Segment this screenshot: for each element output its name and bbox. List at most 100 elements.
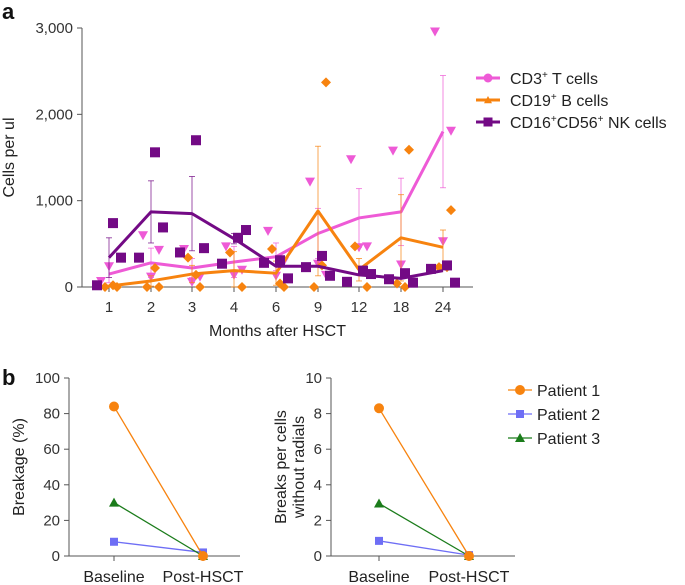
data-point <box>237 282 247 292</box>
y-tick-label: 0 <box>314 548 322 565</box>
data-point <box>108 218 118 229</box>
data-point <box>346 155 356 165</box>
y-tick-label: 60 <box>43 441 60 458</box>
y-tick-label: 6 <box>314 441 322 458</box>
data-point <box>400 282 410 292</box>
x-tick-label: 12 <box>351 299 368 316</box>
y-axis-title: Breaks per cells <box>273 410 290 524</box>
series-line <box>378 407 470 557</box>
y-axis-title: Breakage (%) <box>11 418 28 516</box>
data-point <box>154 245 164 255</box>
y-axis-title: without radials <box>291 416 308 519</box>
x-tick-label: 18 <box>393 299 410 316</box>
data-point <box>384 274 394 285</box>
legend-marker <box>483 73 493 83</box>
y-tick-label: 2,000 <box>35 106 73 123</box>
y-tick-label: 1,000 <box>35 193 73 210</box>
data-point <box>183 252 193 263</box>
legend-label: CD19+ B cells <box>510 92 608 110</box>
data-point <box>362 242 372 252</box>
legend-label: Patient 1 <box>537 383 600 400</box>
data-point <box>408 277 418 288</box>
y-tick-label: 100 <box>35 370 60 387</box>
data-point <box>110 537 118 546</box>
legend-label: Patient 3 <box>537 431 600 448</box>
series-line <box>107 210 444 280</box>
data-point <box>138 231 148 241</box>
data-point <box>442 260 452 271</box>
data-point <box>225 247 235 258</box>
data-point <box>342 276 352 287</box>
data-point <box>283 273 293 284</box>
data-point <box>325 270 335 281</box>
y-tick-label: 3,000 <box>35 20 73 37</box>
data-point <box>350 241 360 252</box>
data-point <box>446 205 456 216</box>
data-point <box>450 277 460 288</box>
data-point <box>321 77 331 88</box>
data-point <box>430 27 440 37</box>
data-point <box>134 252 144 263</box>
y-tick-label: 40 <box>43 477 60 494</box>
data-point <box>464 551 474 561</box>
data-point <box>275 278 285 289</box>
data-point <box>92 280 102 291</box>
data-point <box>358 265 368 276</box>
data-point <box>374 498 384 508</box>
x-tick-label: 6 <box>272 299 280 316</box>
data-point <box>317 250 327 261</box>
data-point <box>195 282 205 292</box>
data-point <box>217 258 227 269</box>
series-line <box>378 540 470 556</box>
y-tick-label: 80 <box>43 406 60 423</box>
panel-label-b: b <box>2 365 15 390</box>
data-point <box>263 226 273 236</box>
series-line <box>113 502 204 557</box>
legend-marker <box>484 96 492 104</box>
data-point <box>374 403 384 414</box>
legend-label: CD3+ T cells <box>510 70 598 88</box>
y-tick-label: 8 <box>314 406 322 423</box>
y-tick-label: 10 <box>305 370 322 387</box>
legend-marker <box>483 117 493 127</box>
x-tick-label: Baseline <box>83 569 144 585</box>
series-line <box>108 209 444 288</box>
data-point <box>275 255 285 266</box>
data-point <box>100 282 110 292</box>
y-tick-label: 20 <box>43 512 60 529</box>
data-point <box>175 247 185 258</box>
y-tick-label: 4 <box>314 477 322 494</box>
x-tick-label: 3 <box>188 299 196 316</box>
data-point <box>259 257 269 268</box>
data-point <box>221 242 231 252</box>
data-point <box>198 551 208 561</box>
data-point <box>366 269 376 280</box>
data-point <box>375 536 383 545</box>
panel-label-a: a <box>2 0 15 24</box>
series-line <box>113 541 204 554</box>
data-point <box>267 244 277 255</box>
x-tick-label: 4 <box>230 299 238 316</box>
data-point <box>199 243 209 254</box>
data-point <box>150 263 160 274</box>
x-tick-label: Baseline <box>348 569 409 585</box>
x-tick-label: 24 <box>435 299 452 316</box>
data-point <box>109 497 119 507</box>
series-line <box>113 406 204 557</box>
data-point <box>388 146 398 156</box>
x-tick-label: Post-HSCT <box>429 569 510 585</box>
data-point <box>158 222 168 233</box>
x-tick-label: Post-HSCT <box>163 569 244 585</box>
data-point <box>362 282 372 292</box>
y-axis-title: Cells per ul <box>1 117 18 197</box>
x-tick-label: 9 <box>314 299 322 316</box>
data-point <box>305 177 315 187</box>
data-point <box>233 232 243 243</box>
x-tick-label: 1 <box>105 299 113 316</box>
x-tick-label: 2 <box>147 299 155 316</box>
x-axis-title: Months after HSCT <box>209 323 346 340</box>
data-point <box>116 252 126 263</box>
data-point <box>191 135 201 146</box>
data-point <box>241 225 251 236</box>
